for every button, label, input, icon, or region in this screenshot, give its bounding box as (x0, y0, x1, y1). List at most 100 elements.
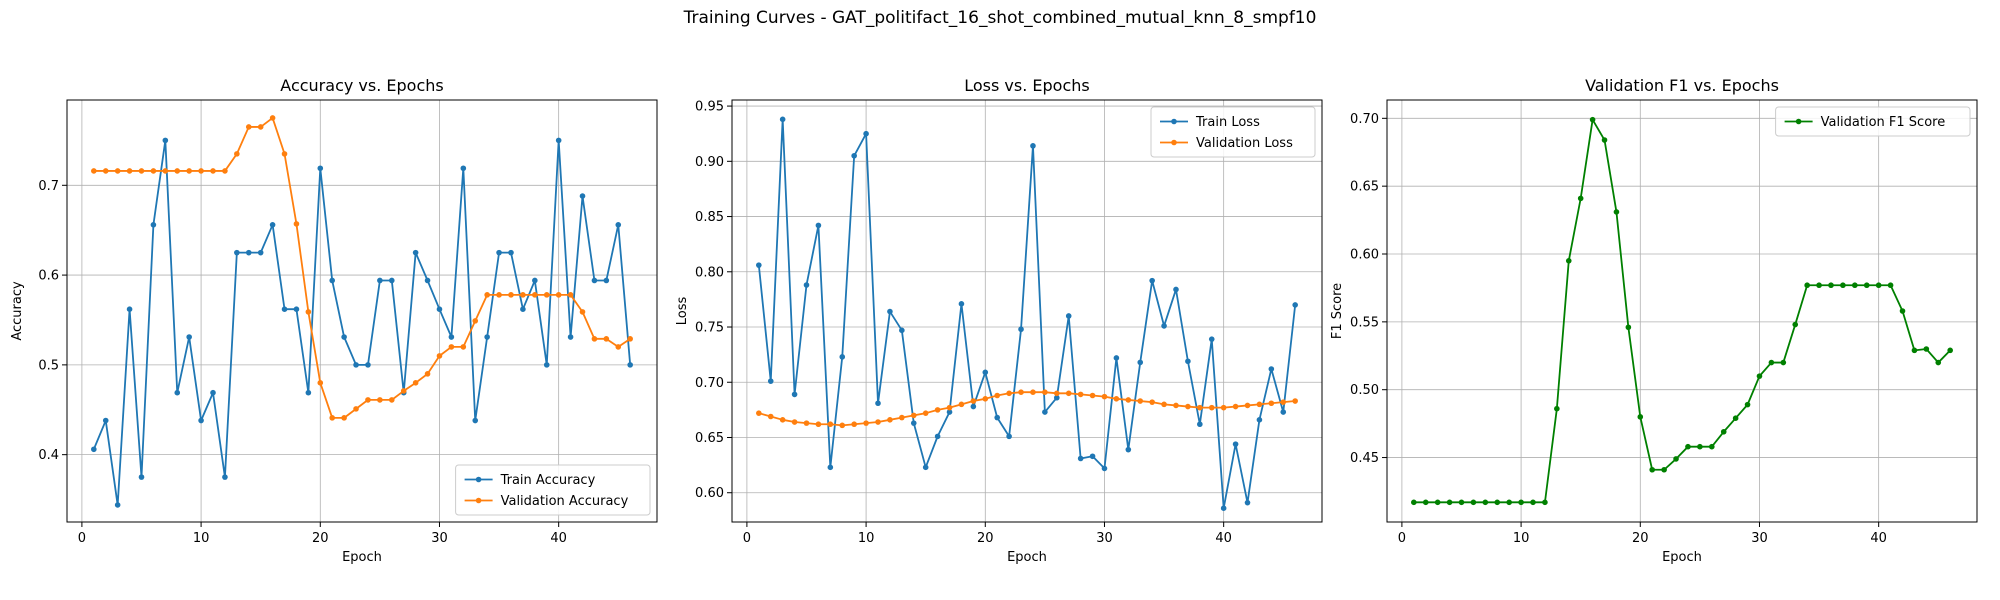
data-point (1113, 396, 1120, 402)
data-point (293, 221, 300, 227)
data-point (234, 151, 240, 157)
data-point (222, 474, 228, 480)
data-point (114, 502, 121, 508)
data-point (555, 137, 562, 144)
data-point (946, 404, 953, 411)
data-point (257, 249, 264, 256)
data-point (269, 222, 276, 228)
data-point (424, 277, 431, 284)
data-point (567, 334, 574, 340)
data-point (162, 168, 169, 174)
data-point (1030, 389, 1036, 395)
data-point (1422, 499, 1429, 506)
data-point (102, 417, 109, 424)
data-point (293, 306, 300, 313)
data-point (1720, 428, 1727, 435)
data-point (126, 306, 133, 313)
data-point (1780, 359, 1787, 366)
x-tick-label: 10 (193, 531, 210, 546)
data-point (1053, 394, 1060, 401)
data-point (496, 292, 502, 298)
data-point (767, 378, 774, 384)
data-point (198, 417, 204, 424)
data-point (126, 168, 133, 174)
data-point (970, 403, 977, 410)
data-point (150, 222, 157, 228)
chart-title: Loss vs. Epochs (964, 76, 1089, 95)
data-point (615, 222, 622, 228)
data-point (1065, 390, 1072, 397)
data-point (210, 168, 216, 174)
data-point (1530, 499, 1536, 506)
data-point (1125, 397, 1132, 403)
data-point (436, 306, 443, 313)
data-point (875, 419, 881, 425)
data-point (1256, 417, 1263, 423)
data-point (1947, 347, 1953, 354)
data-point (1292, 302, 1298, 308)
x-axis-label: Epoch (342, 550, 382, 565)
data-point (887, 417, 893, 423)
data-point (982, 396, 989, 402)
data-point (1161, 323, 1167, 329)
data-point (1637, 414, 1644, 420)
data-point (1042, 389, 1048, 395)
data-point (1173, 286, 1179, 293)
data-point (803, 420, 810, 426)
y-axis-label: Loss (675, 297, 690, 326)
data-point (827, 464, 834, 471)
data-point (815, 222, 822, 229)
data-point (245, 124, 252, 130)
data-point (791, 391, 798, 398)
data-point (1494, 499, 1501, 506)
data-point (1006, 390, 1012, 397)
data-point (899, 327, 905, 334)
series-line-2 (758, 391, 1296, 427)
data-point (922, 464, 929, 471)
y-tick-label: 0.45 (1350, 451, 1379, 466)
data-point (1506, 499, 1512, 506)
data-point (982, 369, 989, 376)
data-point (102, 168, 109, 174)
data-point (1292, 398, 1298, 404)
data-point (1077, 455, 1084, 462)
data-point (863, 130, 869, 137)
data-point (851, 421, 857, 428)
x-tick-label: 30 (431, 531, 448, 546)
plot-frame (731, 99, 1323, 523)
data-point (448, 334, 455, 340)
data-point (1816, 282, 1822, 289)
data-point (162, 137, 169, 144)
data-point (543, 292, 550, 298)
y-tick-label: 0.80 (695, 265, 724, 280)
data-point (934, 407, 941, 413)
data-point (91, 168, 97, 174)
data-point (543, 362, 550, 368)
series-line-2 (93, 117, 631, 419)
data-point (791, 419, 798, 425)
data-point (1137, 398, 1144, 404)
y-tick-label: 0.95 (695, 100, 724, 115)
data-point (520, 292, 526, 298)
legend: Validation F1 Score (1775, 106, 1971, 137)
data-point (1149, 277, 1155, 284)
data-point (210, 389, 216, 396)
data-point (1482, 499, 1489, 506)
data-point (1518, 499, 1524, 506)
data-point (1732, 415, 1739, 421)
legend-marker-2 (1171, 139, 1177, 146)
data-point (329, 415, 336, 421)
data-point (1685, 443, 1691, 450)
data-point (329, 277, 336, 284)
data-point (150, 168, 157, 174)
legend-marker-1 (1795, 118, 1802, 125)
data-point (1887, 282, 1894, 289)
data-point (234, 249, 240, 256)
y-tick-label: 0.70 (1350, 112, 1379, 127)
x-tick-label: 10 (858, 531, 875, 546)
y-tick-label: 0.7 (38, 179, 59, 194)
data-point (1065, 313, 1072, 319)
data-point (1542, 499, 1548, 506)
data-point (1935, 359, 1942, 366)
data-point (994, 414, 1001, 421)
